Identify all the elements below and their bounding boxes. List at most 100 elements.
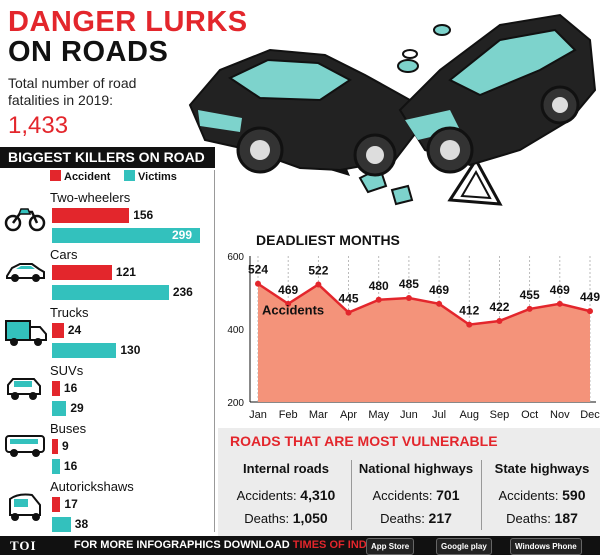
data-label: 485: [399, 277, 419, 291]
bus-icon: [4, 433, 46, 464]
victims-bar: [52, 285, 169, 300]
data-label: 469: [429, 283, 449, 297]
accident-bar: [52, 439, 58, 454]
state-highways-deaths: Deaths: 187: [506, 510, 578, 526]
victims-bar: [52, 459, 60, 474]
car-crash-illustration-icon: [188, 13, 597, 206]
data-label: 522: [308, 263, 328, 277]
truck-icon: [4, 317, 48, 354]
internal-roads-accidents: Accidents: 4,310: [236, 487, 336, 503]
x-tick-label: Jan: [249, 409, 267, 421]
left-panel-divider: [214, 170, 215, 532]
accident-bar: [52, 323, 64, 338]
windows-phone-badge[interactable]: Windows Phone: [510, 538, 582, 555]
y-tick-label: 200: [227, 398, 244, 409]
accident-value: 156: [133, 208, 154, 222]
internal-roads-deaths: Deaths: 1,050: [244, 510, 328, 526]
row-label: Autorickshaws: [50, 479, 134, 494]
x-tick-label: Jul: [432, 409, 446, 421]
accidents-line: [257, 282, 591, 326]
headline-line1: DANGER LURKS: [8, 6, 248, 38]
accidents-point: [255, 280, 261, 287]
google-play-badge[interactable]: Google play: [436, 538, 492, 555]
accident-value: 121: [115, 265, 136, 279]
victims-value: 236: [172, 285, 193, 299]
accident-bar: [52, 265, 112, 280]
national-highways-deaths: Deaths: 217: [380, 510, 452, 526]
internal-roads-title: Internal roads: [243, 461, 329, 476]
accident-value: 17: [64, 497, 78, 511]
suv-icon: [4, 375, 44, 408]
victims-bar: [52, 343, 117, 358]
col-divider-2: [481, 460, 482, 530]
row-label: Cars: [50, 247, 78, 262]
accidents-point: [466, 321, 473, 328]
accidents-area: [258, 283, 590, 402]
row-label: SUVs: [50, 363, 84, 378]
y-tick-label: 600: [227, 252, 244, 263]
legend-accident: Accident: [50, 170, 110, 183]
accident-value: 24: [67, 323, 82, 337]
toi-logo: TOI: [10, 538, 37, 553]
autorickshaw-icon: [4, 491, 46, 528]
footer-bar: TOI FOR MORE INFOGRAPHICS DOWNLOAD TIMES…: [0, 536, 600, 555]
accidents-point: [526, 305, 533, 312]
headline-line2: ON ROADS: [8, 36, 169, 68]
x-tick-label: Feb: [279, 409, 298, 421]
data-label: 412: [459, 304, 479, 318]
victims-value: 38: [74, 517, 89, 531]
accident-bar: [52, 381, 60, 396]
national-highways-accidents: Accidents: 701: [372, 487, 460, 503]
victims-value: 16: [63, 459, 78, 473]
row-label: Buses: [50, 421, 87, 436]
accidents-point: [375, 296, 382, 303]
app-store-badge[interactable]: App Store: [366, 538, 415, 555]
x-tick-label: Apr: [340, 409, 357, 421]
legend-victims-label: Victims: [138, 171, 177, 183]
accidents-point: [345, 309, 352, 316]
legend-victims-swatch: [124, 170, 135, 181]
legend-victims: Victims: [124, 170, 177, 183]
x-tick-label: Jun: [400, 409, 418, 421]
x-tick-label: Aug: [459, 409, 479, 421]
victims-bar: [52, 517, 71, 532]
data-label: 449: [580, 290, 600, 304]
series-label: Accidents: [262, 302, 324, 317]
legend-accident-label: Accident: [64, 171, 111, 183]
national-highways-title: National highways: [358, 461, 474, 476]
data-label: 445: [339, 292, 359, 306]
x-tick-label: Dec: [580, 409, 600, 421]
motorcycle-icon: [4, 202, 46, 237]
data-label: 480: [369, 279, 389, 293]
state-highways-title: State highways: [494, 461, 590, 476]
x-tick-label: Nov: [550, 409, 570, 421]
victims-bar: [52, 401, 67, 416]
data-label: 469: [278, 283, 298, 297]
deadliest-months-title: DEADLIEST MONTHS: [256, 232, 400, 248]
accident-value: 9: [62, 439, 69, 453]
vulnerable-roads-panel: [218, 428, 600, 536]
data-label: 422: [489, 300, 509, 314]
x-tick-label: Oct: [521, 409, 538, 421]
accidents-point: [496, 317, 503, 324]
data-label: 524: [248, 263, 268, 277]
state-highways-accidents: Accidents: 590: [498, 487, 586, 503]
x-tick-label: May: [368, 409, 389, 421]
vulnerable-roads-title: ROADS THAT ARE MOST VULNERABLE: [230, 433, 498, 449]
accident-value: 16: [63, 381, 78, 395]
x-tick-label: Mar: [309, 409, 328, 421]
accidents-point: [405, 294, 412, 301]
footer-text: FOR MORE INFOGRAPHICS DOWNLOAD TIMES OF …: [74, 536, 403, 555]
col-divider-1: [351, 460, 352, 530]
accidents-point: [315, 281, 322, 288]
victims-value: 299: [172, 228, 193, 242]
victims-value: 29: [70, 401, 84, 415]
victims-bar: [52, 228, 200, 243]
legend-accident-swatch: [50, 170, 61, 181]
car-icon: [4, 259, 46, 290]
subtitle: Total number of road fatalities in 2019:: [8, 75, 137, 108]
victims-value: 130: [120, 343, 141, 357]
data-label: 469: [550, 283, 570, 297]
footer-cta: FOR MORE INFOGRAPHICS DOWNLOAD: [74, 539, 290, 551]
